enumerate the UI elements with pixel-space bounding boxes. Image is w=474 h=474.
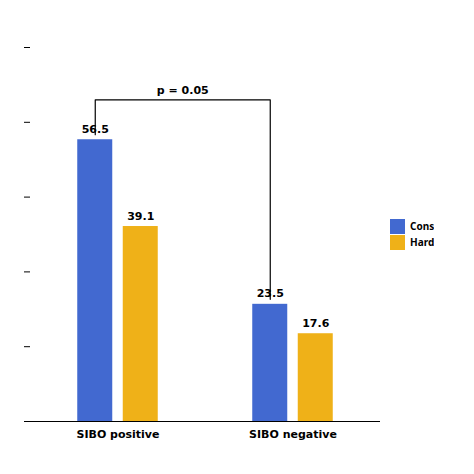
svg-text:56.5: 56.5 — [81, 122, 109, 136]
svg-text:p = 0.05: p = 0.05 — [157, 84, 209, 97]
svg-text:23.5: 23.5 — [256, 287, 284, 301]
svg-text:39.1: 39.1 — [127, 210, 154, 223]
svg-text:SIBO negative: SIBO negative — [249, 428, 337, 441]
svg-text:SIBO positive: SIBO positive — [77, 428, 160, 441]
svg-text:17.6: 17.6 — [302, 317, 329, 330]
html-text:Cons: Cons — [410, 219, 435, 233]
html-text:Hard: Hard — [410, 235, 435, 249]
